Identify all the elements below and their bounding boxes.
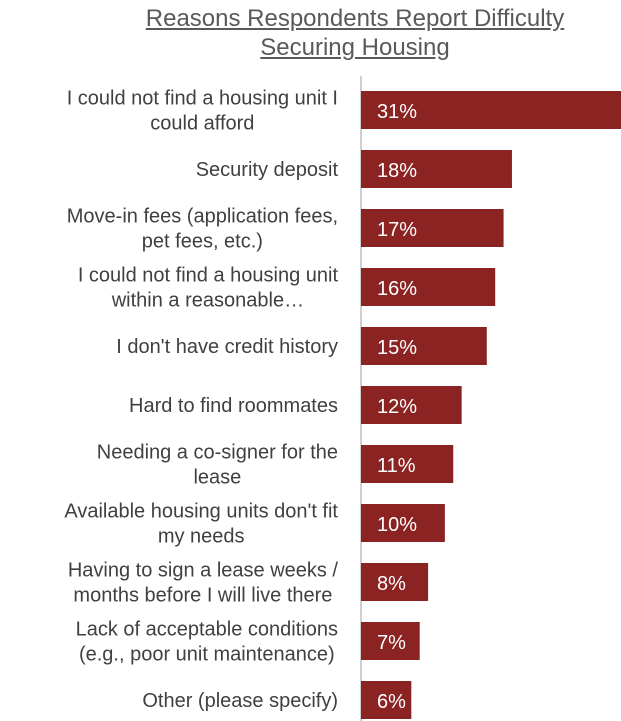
data-label: 17%	[377, 219, 417, 241]
chart-title-line-2: Securing Housing	[260, 34, 450, 61]
data-label: 18%	[377, 160, 417, 182]
data-label: 11%	[377, 455, 416, 477]
data-label: 7%	[377, 632, 406, 654]
bar	[361, 681, 412, 719]
data-label: 16%	[377, 278, 417, 300]
data-label: 31%	[377, 101, 417, 123]
category-label: (e.g., poor unit maintenance)	[79, 644, 335, 666]
bar	[361, 150, 512, 188]
category-label: pet fees, etc.)	[142, 231, 263, 253]
bar	[361, 622, 420, 660]
data-label: 10%	[377, 514, 417, 536]
bar	[361, 563, 429, 601]
bar	[361, 504, 445, 542]
category-label: my needs	[158, 526, 245, 548]
data-label: 12%	[377, 396, 417, 418]
category-label: Having to sign a lease weeks /	[68, 560, 339, 582]
category-label: Needing a co-signer for the	[97, 442, 338, 464]
category-label: lease	[193, 467, 241, 489]
chart-title: Reasons Respondents Report Difficulty Se…	[75, 4, 621, 62]
chart-title-line-1: Reasons Respondents Report Difficulty	[145, 5, 565, 32]
category-label: Available housing units don't fit	[64, 501, 338, 523]
category-label: months before I will live there	[73, 585, 332, 607]
category-label: I could not find a housing unit I	[67, 88, 338, 110]
category-label: within a reasonable…	[111, 290, 304, 312]
data-label: 8%	[377, 573, 406, 595]
category-label: could afford	[150, 113, 254, 135]
category-label: Lack of acceptable conditions	[76, 619, 338, 641]
bar	[361, 209, 504, 247]
bar	[361, 386, 462, 424]
category-label: Security deposit	[196, 159, 339, 181]
data-label: 6%	[377, 691, 406, 713]
category-label: Hard to find roommates	[129, 395, 338, 417]
category-label: I could not find a housing unit	[78, 265, 339, 287]
category-label: I don't have credit history	[116, 336, 338, 358]
bar	[361, 91, 621, 129]
category-label: Other (please specify)	[142, 690, 338, 712]
category-label: Move-in fees (application fees,	[67, 206, 338, 228]
bar	[361, 327, 487, 365]
bar	[361, 445, 454, 483]
bar	[361, 268, 496, 306]
data-label: 15%	[377, 337, 417, 359]
